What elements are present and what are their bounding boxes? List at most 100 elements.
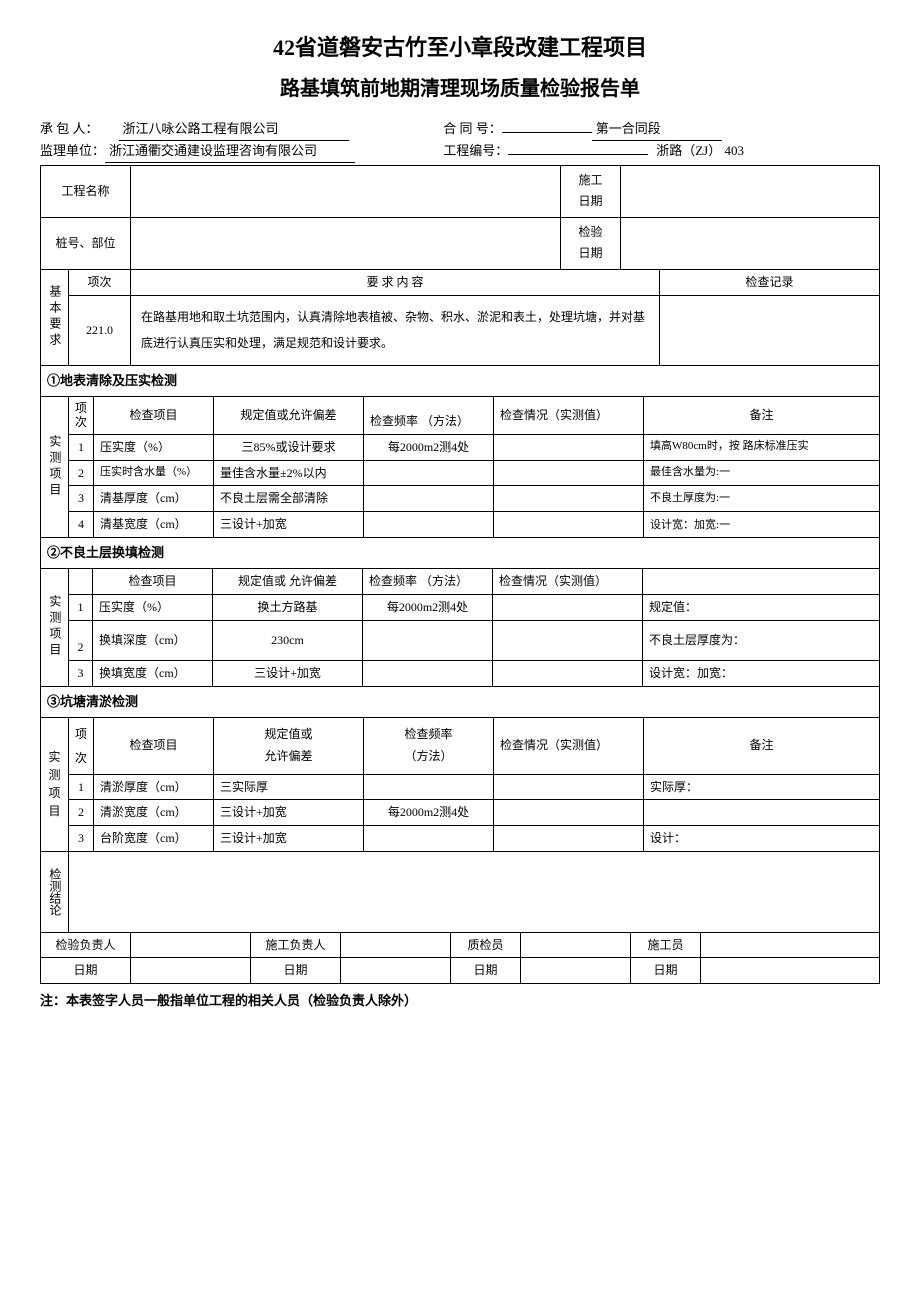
- sig-date-2-value: [341, 958, 451, 984]
- s3-r1-spec: 三实际厚: [214, 774, 364, 800]
- section3-side-label: 实 测项 目: [41, 717, 69, 851]
- s1-r4-spec: 三设计+加宽: [214, 512, 364, 538]
- s3-r1-remark: 实际厚：: [644, 774, 880, 800]
- s3-r3-freq: [364, 826, 494, 852]
- s3-r1-no: 1: [69, 774, 94, 800]
- s3-col-spec: 规定值或允许偏差: [214, 717, 364, 774]
- s3-col-remark: 备注: [644, 717, 880, 774]
- project-name-label: 工程名称: [41, 165, 131, 217]
- sig-date-4-value: [701, 958, 880, 984]
- basic-side-label: 基本要求: [41, 270, 69, 365]
- contract-no-label: 合 同 号：: [443, 119, 502, 140]
- s1-r1-freq: 每2000m2测4处: [364, 434, 494, 460]
- sig-date-1-value: [131, 958, 251, 984]
- s1-r2-status: [494, 460, 644, 486]
- s3-r3-remark: 设计：: [644, 826, 880, 852]
- s1-r2-spec: 量佳含水量±2%以内: [214, 460, 364, 486]
- s1-r3-status: [494, 486, 644, 512]
- sig-inspector-charge-value: [131, 933, 251, 958]
- header-info: 承 包 人： 浙江八咏公路工程有限公司 合 同 号： 第一合同段 监理单位： 浙…: [40, 119, 880, 163]
- s3-r2-freq: 每2000m2测4处: [364, 800, 494, 826]
- s2-r1-no: 1: [69, 594, 93, 620]
- sig-worker: 施工员: [631, 933, 701, 958]
- sig-qc: 质检员: [451, 933, 521, 958]
- s3-r2-status: [494, 800, 644, 826]
- s2-r3-status: [493, 660, 643, 686]
- s2-r2-status: [493, 620, 643, 660]
- construction-date-value: [621, 165, 880, 217]
- s3-r3-spec: 三设计+加宽: [214, 826, 364, 852]
- s3-col-status: 检查情况（实测值）: [494, 717, 644, 774]
- basic-item-no: 221.0: [69, 295, 131, 365]
- s3-col-item: 检查项目: [94, 717, 214, 774]
- s2-col-item: 检查项目: [93, 569, 213, 595]
- s1-col-item: 检查项目: [94, 396, 214, 434]
- title-sub: 路基填筑前地期清理现场质量检验报告单: [40, 72, 880, 101]
- s2-col-freq: 检查频率 （方法）: [363, 569, 493, 595]
- s2-r2-no: 2: [69, 620, 93, 660]
- s2-r2-freq: [363, 620, 493, 660]
- section1-table: ①地表清除及压实检测 实测项目 项次 检查项目 规定值或允许偏差 检查频率 （方…: [40, 366, 880, 538]
- s1-col-freq: 检查频率 （方法）: [364, 396, 494, 434]
- section3-table: ③坑塘清淤检测 实 测项 目 项次 检查项目 规定值或允许偏差 检查频率（方法）…: [40, 687, 880, 853]
- s1-col-spec: 规定值或允许偏差: [214, 396, 364, 434]
- s1-r1-item: 压实度（%）: [94, 434, 214, 460]
- s3-r3-item: 台阶宽度（cm）: [94, 826, 214, 852]
- s1-r3-freq: [364, 486, 494, 512]
- info-table: 工程名称 施工日期 桩号、部位 检验日期: [40, 165, 880, 270]
- s2-r1-freq: 每2000m2测4处: [363, 594, 493, 620]
- s1-r4-item: 清基宽度（cm）: [94, 512, 214, 538]
- pile-value: [131, 217, 561, 269]
- s3-r3-no: 3: [69, 826, 94, 852]
- project-no-label: 工程编号：: [443, 141, 508, 162]
- s1-r1-status: [494, 434, 644, 460]
- sig-inspector-charge: 检验负责人: [41, 933, 131, 958]
- basic-table: 基本要求 项次 要 求 内 容 检查记录 221.0 在路基用地和取土坑范围内，…: [40, 270, 880, 366]
- section1-title: ①地表清除及压实检测: [41, 366, 880, 397]
- sig-construction-charge-value: [341, 933, 451, 958]
- section3-title: ③坑塘清淤检测: [41, 687, 880, 718]
- supervisor-label: 监理单位：: [40, 141, 105, 162]
- basic-content-label: 要 求 内 容: [131, 270, 660, 295]
- s2-r3-remark: 设计宽：加宽：: [643, 660, 880, 686]
- title-main: 42省道磐安古竹至小章段改建工程项目: [40, 30, 880, 62]
- basic-content-text: 在路基用地和取土坑范围内，认真清除地表植被、杂物、积水、淤泥和表土，处理坑塘，并…: [131, 295, 660, 365]
- s2-col-no: [69, 569, 93, 595]
- sig-qc-value: [521, 933, 631, 958]
- s3-r2-remark: [644, 800, 880, 826]
- s3-r2-spec: 三设计+加宽: [214, 800, 364, 826]
- s1-r4-no: 4: [69, 512, 94, 538]
- s3-r1-freq: [364, 774, 494, 800]
- signature-table: 检验负责人 施工负责人 质检员 施工员 日期 日期 日期 日期: [40, 933, 880, 985]
- section2-title: ②不良土层换填检测: [41, 538, 880, 569]
- s2-col-spec: 规定值或 允许偏差: [213, 569, 363, 595]
- s1-r1-spec: 三85%或设计要求: [214, 434, 364, 460]
- s2-r3-freq: [363, 660, 493, 686]
- section2-side-label: 实测项目: [41, 569, 69, 686]
- construction-date-label: 施工日期: [561, 165, 621, 217]
- s3-r2-item: 清淤宽度（cm）: [94, 800, 214, 826]
- s1-r2-remark: 最佳含水量为:一: [644, 460, 880, 486]
- s1-r4-status: [494, 512, 644, 538]
- s1-col-remark: 备注: [644, 396, 880, 434]
- s1-r2-no: 2: [69, 460, 94, 486]
- sig-date-2: 日期: [251, 958, 341, 984]
- footer-note: 注：本表签字人员一般指单位工程的相关人员（检验负责人除外）: [40, 990, 880, 1009]
- contractor-value: 浙江八咏公路工程有限公司: [119, 119, 349, 141]
- s1-r4-freq: [364, 512, 494, 538]
- s3-r2-no: 2: [69, 800, 94, 826]
- conclusion-table: 检测结论: [40, 852, 880, 933]
- s2-r3-item: 换填宽度（cm）: [93, 660, 213, 686]
- project-name-value: [131, 165, 561, 217]
- s1-col-status: 检查情况（实测值）: [494, 396, 644, 434]
- s2-r2-remark: 不良土层厚度为：: [643, 620, 880, 660]
- sig-date-3-value: [521, 958, 631, 984]
- s2-r1-item: 压实度（%）: [93, 594, 213, 620]
- s2-r2-item: 换填深度（cm）: [93, 620, 213, 660]
- s1-col-no: 项次: [69, 396, 94, 434]
- sig-date-1: 日期: [41, 958, 131, 984]
- s2-r3-spec: 三设计+加宽: [213, 660, 363, 686]
- basic-item-label: 项次: [69, 270, 131, 295]
- s2-r3-no: 3: [69, 660, 93, 686]
- s1-r4-remark: 设计宽：加宽:一: [644, 512, 880, 538]
